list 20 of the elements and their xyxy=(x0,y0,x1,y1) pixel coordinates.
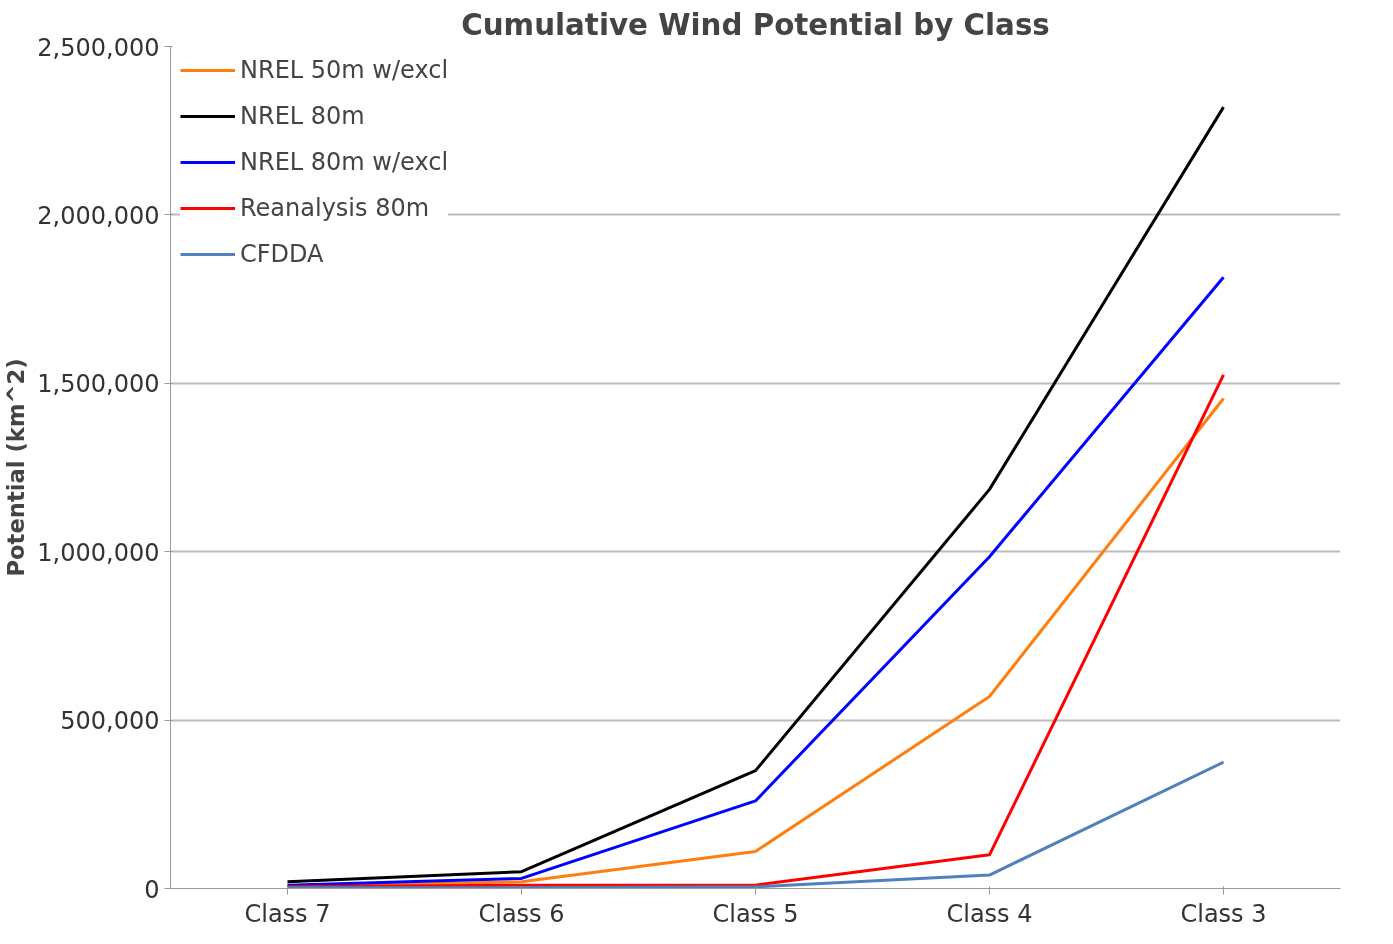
y-tick-label: 1,000,000 xyxy=(37,538,160,567)
chart-title: Cumulative Wind Potential by Class xyxy=(461,7,1050,42)
y-tick-label: 500,000 xyxy=(60,707,160,736)
y-axis-title: Potential (km^2) xyxy=(3,358,30,577)
x-tick-label: Class 6 xyxy=(478,899,565,928)
legend-label: NREL 50m w/excl xyxy=(240,56,449,84)
x-tick-label: Class 3 xyxy=(1180,899,1267,928)
line-series xyxy=(286,760,1225,889)
x-tick-label: Class 7 xyxy=(244,899,331,928)
x-tick-label: Class 4 xyxy=(946,899,1033,928)
legend-label: NREL 80m w/excl xyxy=(240,148,449,176)
y-tick-label: 2,000,000 xyxy=(37,201,160,230)
line-series xyxy=(286,275,1225,887)
x-tick-label: Class 5 xyxy=(712,899,799,928)
y-tick-label: 0 xyxy=(144,875,160,904)
y-tick-label: 1,500,000 xyxy=(37,370,160,399)
y-tick-label: 2,500,000 xyxy=(37,33,160,62)
legend-label: CFDDA xyxy=(240,240,324,268)
legend-label: NREL 80m xyxy=(240,102,365,130)
legend-label: Reanalysis 80m xyxy=(240,194,430,222)
